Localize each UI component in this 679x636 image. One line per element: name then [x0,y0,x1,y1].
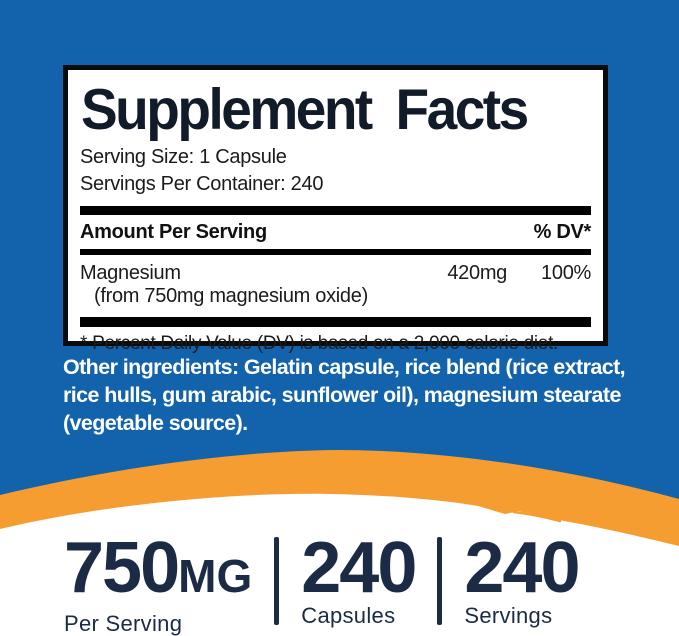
panel-title: Supplement Facts [81,76,529,142]
stat-value-750mg: 750MG [64,532,253,607]
swoosh-scratch-detail [512,510,562,523]
stat-number: 240 [301,528,417,608]
supplement-facts-panel: Supplement Facts Serving Size: 1 Capsule… [63,65,608,354]
amount-header-row: Amount Per Serving % DV* [80,215,591,249]
other-ingredients-line: rice hulls, gum arabic, sunflower oil), … [63,383,621,407]
other-ingredients-line: (vegetable source). [63,411,248,435]
servings-per-container-line: Servings Per Container: 240 [80,173,324,195]
stat-label: Capsules [301,603,396,628]
stat-label: Servings [464,603,553,628]
dosage-stats-footer: 750MG Per Serving 240 Capsules 240 Servi… [64,532,581,636]
serving-size-line: Serving Size: 1 Capsule [80,146,287,168]
divider-bar-thick-bottom [80,317,591,327]
divider-bar-medium [80,249,591,255]
amount-per-serving-header: Amount Per Serving [80,221,267,243]
stat-number: 240 [464,528,580,608]
orange-swoosh-shape [0,450,679,546]
stat-label: Per Serving [64,611,183,636]
other-ingredients-text: Other ingredients: Gelatin capsule, rice… [63,353,663,437]
nutrient-dv-value: 100% [541,262,591,284]
dv-footnote: * Percent Daily Value (DV) is based on a… [80,333,559,354]
stat-capsules: 240 Capsules [301,532,417,628]
other-ingredients-line: Other ingredients: Gelatin capsule, rice… [63,355,626,379]
nutrient-amount: 420mg [447,262,507,284]
stat-value-servings: 240 [464,532,580,604]
divider-bar-thick-top [80,206,591,215]
stat-divider [274,537,280,625]
dv-header: % DV* [533,221,592,243]
stat-per-serving: 750MG Per Serving [64,532,253,636]
stat-value-capsules: 240 [301,532,417,604]
nutrient-row-magnesium: Magnesium 420mg 100% [80,255,591,284]
nutrient-name: Magnesium [80,262,181,284]
stat-divider [437,537,443,625]
stat-servings: 240 Servings [464,532,580,628]
stat-unit: MG [178,550,253,602]
stat-number: 750 [64,528,180,608]
nutrient-source-note: (from 750mg magnesium oxide) [94,285,368,307]
